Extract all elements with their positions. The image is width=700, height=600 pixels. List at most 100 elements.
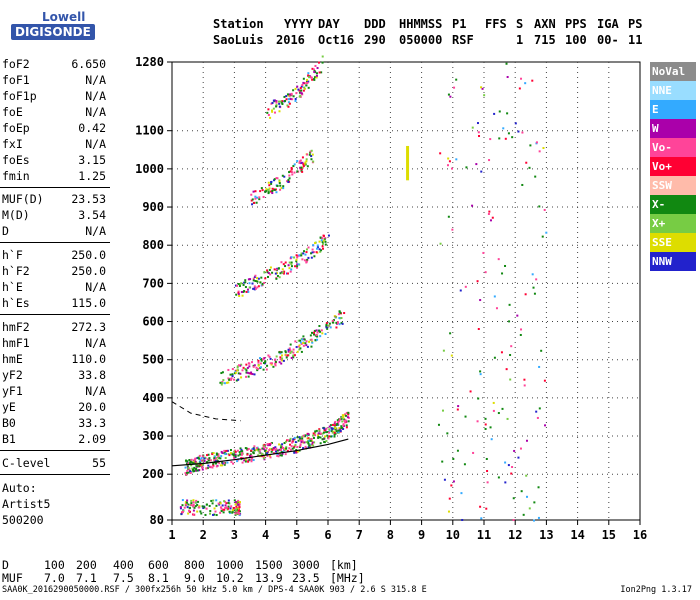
header-label: IGA (597, 17, 619, 31)
param-row: foEs 3.15 (2, 153, 106, 169)
echo-point (190, 461, 193, 464)
noise-point (481, 87, 484, 90)
param-value: 3.15 (78, 153, 106, 167)
echo-point (280, 101, 283, 104)
echo-point (279, 358, 282, 361)
echo-point (278, 443, 281, 446)
y-tick-label: 80 (150, 513, 164, 527)
echo-point (311, 441, 314, 444)
echo-point (245, 447, 248, 450)
noise-point (523, 378, 526, 381)
echo-point (299, 91, 302, 94)
echo-point (255, 366, 258, 369)
x-tick-label: 5 (293, 528, 300, 542)
echo-point (301, 439, 304, 442)
echo-point (294, 97, 297, 100)
echo-point (276, 274, 279, 277)
echo-point (215, 452, 218, 455)
echo-point (309, 150, 312, 153)
echo-point (294, 443, 297, 446)
echo-point (275, 268, 278, 271)
echo-point (300, 85, 303, 88)
echo-point (311, 153, 314, 156)
echo-point (310, 440, 313, 443)
echo-point (278, 105, 281, 108)
echo-point (271, 110, 274, 113)
noise-point (447, 157, 450, 160)
echo-point (202, 459, 205, 462)
param-value: N/A (85, 224, 106, 238)
echo-point (247, 278, 250, 281)
echo-point (273, 268, 276, 271)
echo-point (323, 441, 326, 444)
echo-point (309, 334, 312, 337)
autoscale-line: 500200 (2, 513, 44, 527)
echo-point (346, 416, 349, 419)
echo-point (244, 447, 247, 450)
noise-point (498, 137, 501, 140)
echo-point (238, 294, 241, 297)
echo-point (321, 61, 324, 64)
echo-point (260, 366, 263, 369)
echo-point (217, 502, 220, 505)
echo-point (303, 162, 306, 165)
param-separator (0, 187, 110, 188)
echo-point (315, 74, 318, 77)
echo-point (245, 290, 248, 293)
echo-point (253, 286, 256, 289)
echo-point (179, 507, 182, 510)
echo-point (237, 372, 240, 375)
echo-point (304, 161, 307, 164)
echo-point (252, 451, 255, 454)
echo-point (274, 448, 277, 451)
echo-point (271, 187, 274, 190)
noise-point (517, 456, 520, 459)
echo-point (269, 456, 272, 459)
echo-point (188, 462, 191, 465)
echo-point (320, 239, 323, 242)
echo-point (286, 180, 289, 183)
param-value: 6.650 (71, 57, 106, 71)
echo-point (292, 356, 295, 359)
echo-point (298, 89, 301, 92)
echo-point (253, 373, 256, 376)
echo-point (198, 506, 201, 509)
echo-point (230, 452, 233, 455)
param-name: h`Es (2, 296, 30, 310)
echo-point (284, 351, 287, 354)
echo-point (302, 344, 305, 347)
echo-point (307, 74, 310, 77)
noise-point (533, 519, 536, 522)
noise-point (502, 127, 505, 130)
noise-point (480, 86, 483, 89)
echo-point (233, 456, 236, 459)
noise-point (441, 460, 444, 463)
echo-point (247, 447, 250, 450)
noise-point (471, 126, 474, 129)
echo-point (288, 177, 291, 180)
noise-point (511, 136, 514, 139)
noise-point (448, 497, 451, 500)
echo-point (286, 104, 289, 107)
echo-point (320, 329, 323, 332)
header-label: P1 (452, 17, 467, 31)
echo-point (299, 444, 302, 447)
echo-point (322, 431, 325, 434)
echo-point (269, 273, 272, 276)
echo-point (268, 449, 271, 452)
echo-point (211, 453, 214, 456)
echo-point (318, 71, 321, 74)
echo-point (288, 261, 291, 264)
noise-point (479, 505, 482, 508)
echo-point (310, 252, 313, 255)
echo-point (274, 188, 277, 191)
noise-point (446, 432, 449, 435)
echo-point (192, 470, 195, 473)
echo-point (301, 161, 304, 164)
noise-point (437, 423, 440, 426)
echo-point (299, 162, 302, 165)
echo-point (289, 343, 292, 346)
echo-point (269, 116, 272, 119)
echo-point (244, 458, 247, 461)
echo-point (238, 513, 241, 516)
